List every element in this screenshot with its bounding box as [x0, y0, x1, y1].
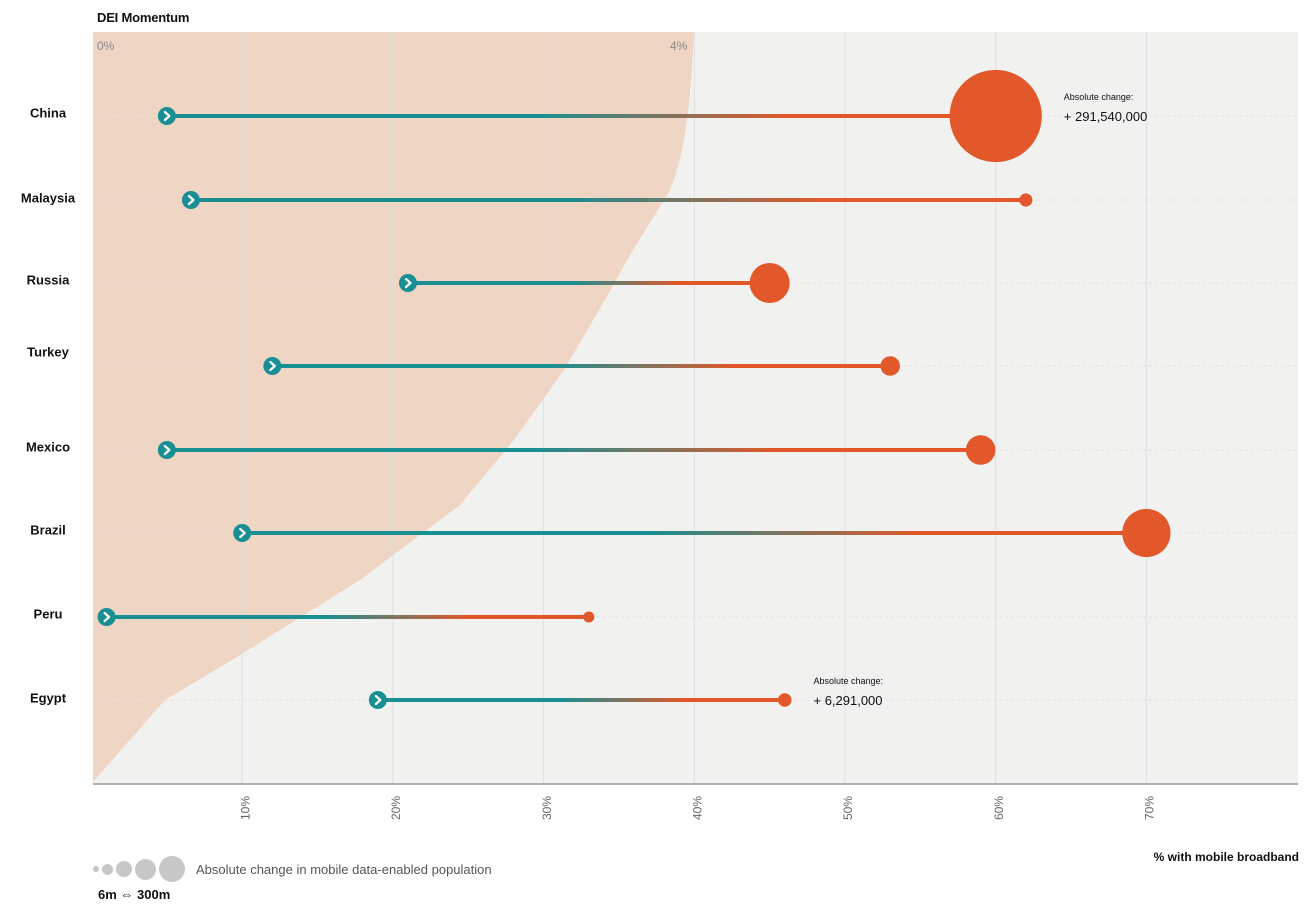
- start-value-marker: [157, 441, 176, 459]
- chevron-right-icon: [163, 444, 171, 456]
- country-label: Mexico: [26, 440, 70, 455]
- chart-title: DEI Momentum: [97, 10, 190, 25]
- legend-dot: [159, 856, 185, 882]
- annotation-label: Absolute change:: [1064, 92, 1134, 102]
- row-egypt: Egypt Absolute change: + 6,291,000: [30, 676, 883, 709]
- start-value-marker: [368, 691, 387, 709]
- x-tick-label: 40%: [690, 796, 704, 820]
- start-value-marker: [233, 524, 252, 542]
- x-tick-label: 30%: [540, 796, 554, 820]
- annotation-label: Absolute change:: [813, 676, 883, 686]
- dei-tick-label: 4%: [670, 39, 688, 53]
- end-value-bubble: [965, 435, 996, 465]
- country-label: Egypt: [30, 691, 67, 706]
- x-tick-label: 70%: [1143, 796, 1157, 820]
- start-value-marker: [398, 274, 417, 292]
- annotation-value: + 6,291,000: [813, 693, 882, 708]
- country-label: Turkey: [27, 345, 69, 360]
- x-axis-title: % with mobile broadband: [1153, 850, 1299, 864]
- annotation-value: + 291,540,000: [1064, 109, 1148, 124]
- size-legend-label: Absolute change in mobile data-enabled p…: [196, 861, 492, 877]
- row-turkey: Turkey: [27, 345, 900, 376]
- country-label: Peru: [34, 607, 63, 622]
- row-peru: Peru: [34, 607, 595, 626]
- size-legend-range: 6m ⇔ 300m: [98, 887, 171, 902]
- row-malaysia: Malaysia: [21, 191, 1033, 209]
- end-value-bubble: [949, 69, 1042, 163]
- end-value-bubble: [749, 262, 790, 304]
- end-value-bubble: [1122, 508, 1171, 558]
- legend-dot: [135, 858, 156, 880]
- end-value-bubble: [1019, 193, 1033, 207]
- chevron-right-icon: [269, 360, 276, 372]
- start-value-marker: [97, 608, 116, 626]
- start-value-marker: [157, 107, 176, 125]
- country-label: Malaysia: [21, 191, 76, 206]
- row-brazil: Brazil: [30, 508, 1171, 558]
- start-value-marker: [181, 191, 200, 209]
- country-label: Brazil: [30, 523, 65, 538]
- start-value-marker: [263, 357, 282, 375]
- legend-dot: [102, 863, 113, 875]
- end-value-bubble: [777, 693, 792, 707]
- legend-dot: [93, 866, 99, 872]
- row-mexico: Mexico: [26, 435, 996, 465]
- x-tick-label: 20%: [389, 796, 403, 820]
- end-value-bubble: [583, 611, 595, 623]
- country-label: China: [30, 106, 67, 121]
- dumbbell-chart: China Absolute change: + 291,540,000 Malays…: [21, 32, 1298, 820]
- x-tick-label: 50%: [841, 796, 855, 820]
- x-tick-label: 60%: [992, 796, 1006, 820]
- chevron-right-icon: [374, 694, 382, 706]
- chevron-right-icon: [404, 277, 412, 289]
- chevron-right-icon: [239, 527, 246, 539]
- country-label: Russia: [27, 273, 70, 288]
- x-tick-label: 10%: [238, 796, 252, 820]
- dei-tick-label: 0%: [97, 39, 115, 53]
- size-legend: Absolute change in mobile data-enabled p…: [93, 856, 492, 882]
- chevron-right-icon: [163, 110, 171, 122]
- legend-dot: [116, 861, 132, 877]
- chevron-right-icon: [187, 194, 195, 206]
- row-russia: Russia: [27, 262, 790, 304]
- row-china: China Absolute change: + 291,540,000: [30, 69, 1148, 163]
- chevron-right-icon: [103, 611, 111, 623]
- end-value-bubble: [880, 356, 900, 376]
